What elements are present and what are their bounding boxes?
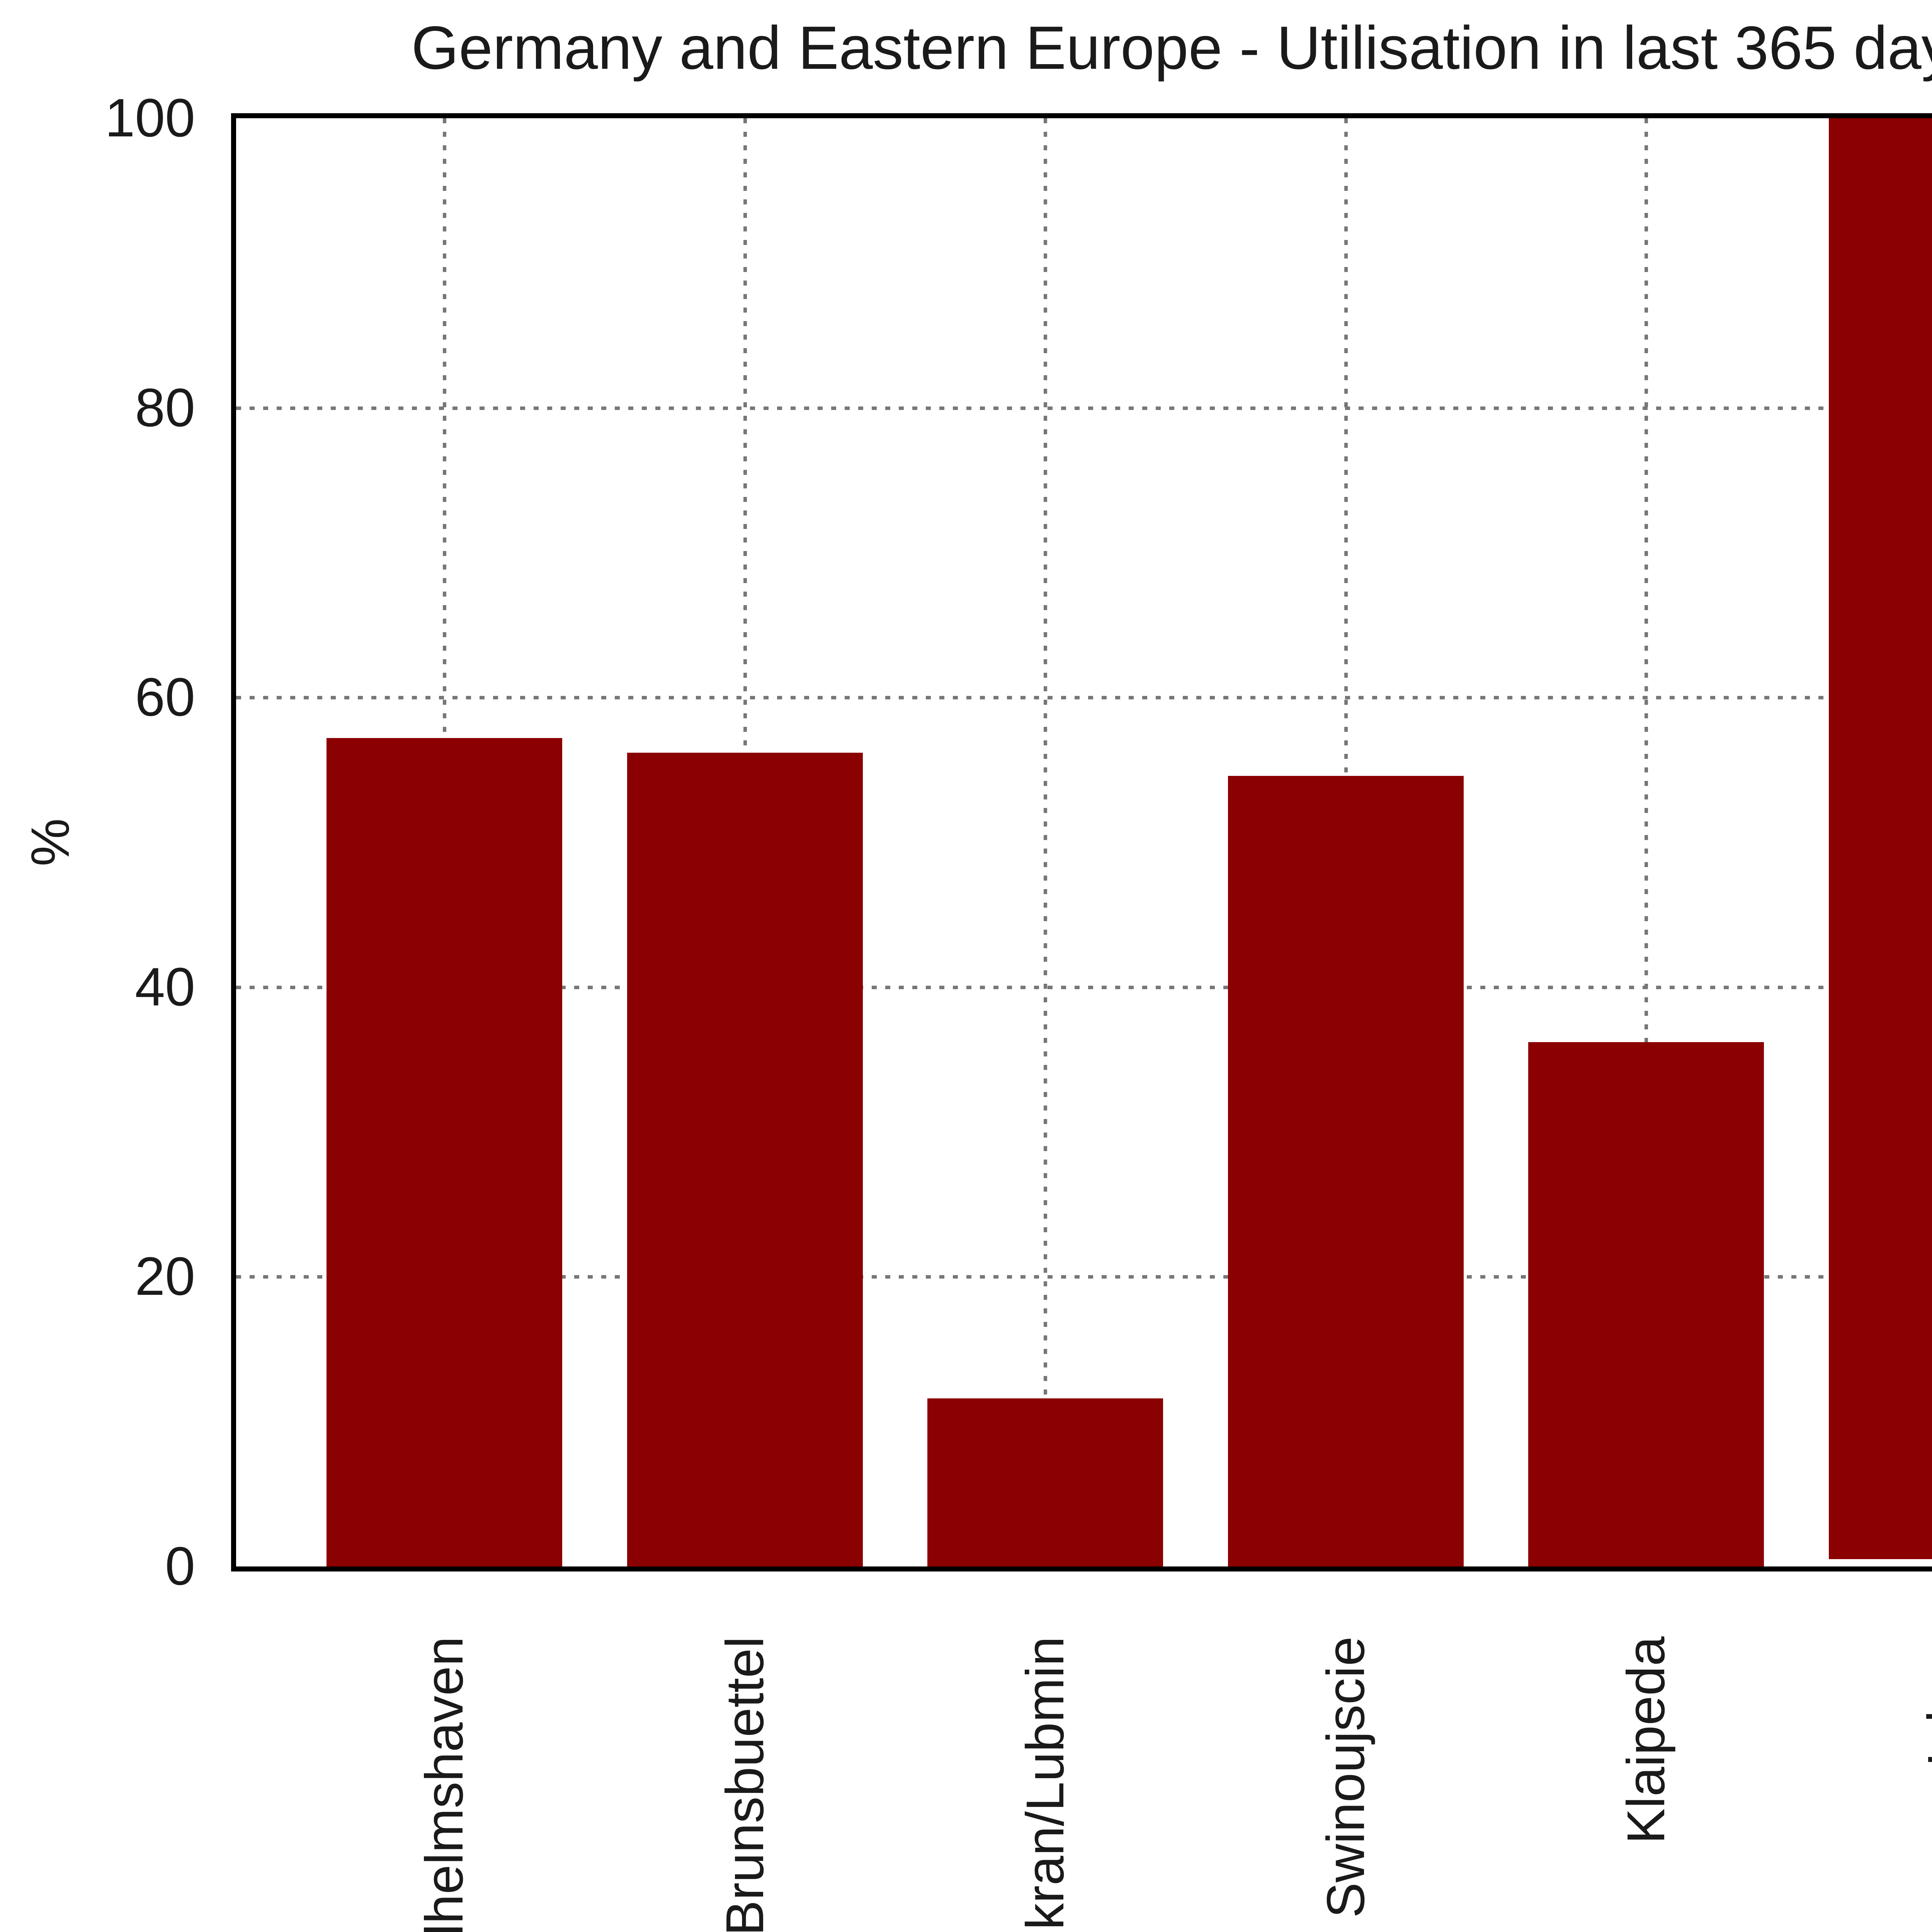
- bar-brunsbuettel: [627, 752, 863, 1566]
- x-tick-label-inkoo: Inkoo: [1917, 1636, 1932, 1767]
- x-tick-label-mukran-lubmin: Mukran/Lubmin: [1015, 1636, 1075, 1932]
- h-gridline-20: [236, 1275, 1932, 1279]
- bar-swinoujscie: [1228, 776, 1464, 1566]
- bar-klaipeda: [1528, 1042, 1764, 1566]
- chart-title: Germany and Eastern Europe - Utilisation…: [411, 14, 1932, 82]
- y-tick-label-40: 40: [135, 956, 195, 1017]
- x-tick-label-swinoujscie: Swinoujscie: [1316, 1636, 1376, 1918]
- y-tick-label-100: 100: [105, 87, 195, 148]
- bar-mukran-lubmin: [927, 1398, 1163, 1566]
- x-tick-label-klaipeda: Klaipeda: [1616, 1636, 1676, 1844]
- v-gridline-3: [1044, 118, 1047, 1566]
- plot-area: [231, 113, 1932, 1571]
- x-tick-label-brunsbuettel: Brunsbuettel: [715, 1636, 775, 1932]
- v-gridline-5: [1645, 118, 1648, 1566]
- bar-wilhelmshaven: [327, 738, 562, 1566]
- x-tick-label-wilhelmshaven: Wilhelmshaven: [415, 1636, 474, 1932]
- y-tick-label-80: 80: [135, 377, 195, 438]
- y-tick-label-60: 60: [135, 667, 195, 728]
- bar-inkoo: [1828, 118, 1932, 1560]
- y-tick-label-0: 0: [165, 1536, 195, 1596]
- h-gridline-60: [236, 696, 1932, 700]
- y-axis-label: %: [20, 818, 80, 867]
- h-gridline-40: [236, 985, 1932, 989]
- h-gridline-80: [236, 406, 1932, 410]
- y-tick-label-20: 20: [135, 1246, 195, 1307]
